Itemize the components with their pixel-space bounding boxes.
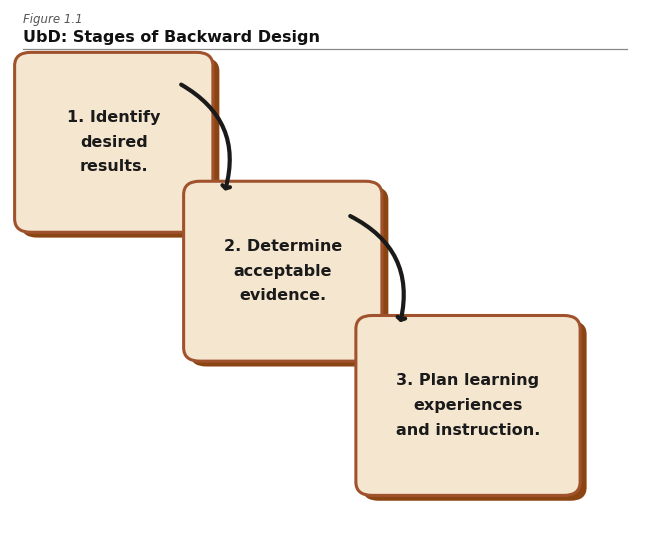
FancyBboxPatch shape [21,58,219,237]
FancyBboxPatch shape [190,187,388,366]
FancyBboxPatch shape [14,53,213,232]
Text: 1. Identify
desired
results.: 1. Identify desired results. [67,110,161,175]
FancyBboxPatch shape [356,316,580,495]
FancyBboxPatch shape [183,182,382,361]
Text: 2. Determine
acceptable
evidence.: 2. Determine acceptable evidence. [224,239,342,303]
Text: Figure 1.1: Figure 1.1 [23,13,83,26]
FancyBboxPatch shape [363,321,586,500]
Text: 3. Plan learning
experiences
and instruction.: 3. Plan learning experiences and instruc… [396,373,540,438]
Text: UbD: Stages of Backward Design: UbD: Stages of Backward Design [23,30,320,45]
